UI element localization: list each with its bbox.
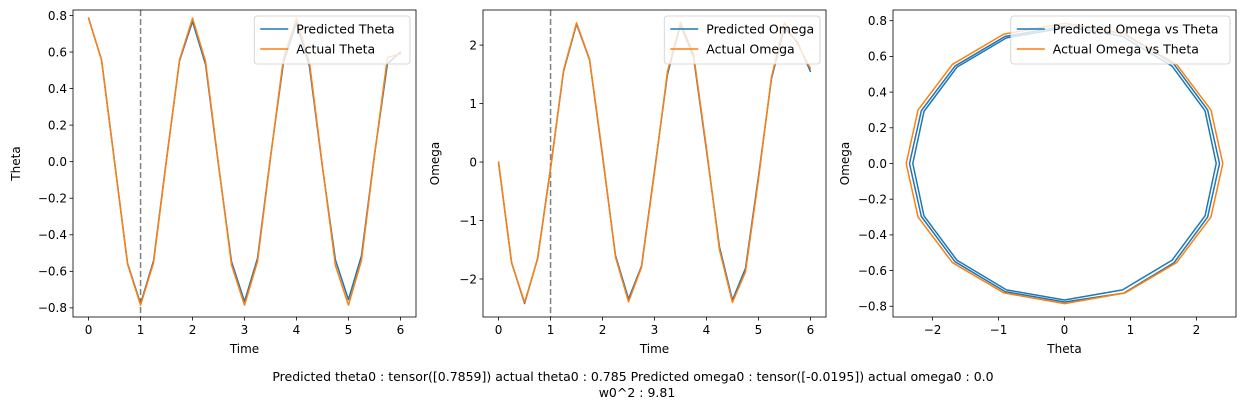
- y-tick-label: −0.6: [858, 264, 887, 278]
- y-tick-label: −1: [459, 214, 477, 228]
- legend-label-0: Predicted Omega: [706, 22, 814, 37]
- x-tick-label: 0: [495, 323, 503, 337]
- y-tick-label: 0.8: [48, 9, 67, 23]
- y-tick-label: 0.8: [868, 14, 887, 28]
- y-axis-label: Theta: [9, 146, 23, 181]
- y-tick-label: −0.4: [38, 228, 67, 242]
- x-axis-label: Theta: [1046, 342, 1081, 356]
- legend-label-0: Predicted Theta: [296, 22, 394, 37]
- x-tick-label: −1: [990, 323, 1008, 337]
- legend-label-1: Actual Omega: [706, 42, 794, 57]
- x-tick-label: 3: [651, 323, 659, 337]
- figure-caption-line-1: Predicted theta0 : tensor([0.7859]) actu…: [272, 369, 993, 384]
- y-tick-label: −0.8: [858, 300, 887, 314]
- legend-label-0: Predicted Omega vs Theta: [1053, 22, 1219, 37]
- series-line-1: [87, 17, 402, 306]
- y-tick-label: 0.0: [868, 157, 887, 171]
- y-tick-label: 2: [469, 38, 477, 52]
- legend-box: [1010, 15, 1231, 65]
- x-tick-label: 6: [397, 323, 405, 337]
- y-tick-label: 0.0: [48, 155, 67, 169]
- y-tick-label: 0.4: [868, 85, 887, 99]
- y-tick-label: −0.6: [38, 265, 67, 279]
- y-tick-label: 1: [469, 97, 477, 111]
- figure-caption-line-2: w0^2 : 9.81: [599, 385, 676, 400]
- y-tick-label: −0.2: [38, 192, 67, 206]
- y-tick-label: −0.4: [858, 228, 887, 242]
- y-axis-label: Omega: [428, 142, 442, 186]
- x-tick-label: 2: [189, 323, 197, 337]
- x-tick-label: −2: [924, 323, 942, 337]
- series-line-0: [497, 23, 812, 305]
- omega-vs-time-chart: 0 1 2 3 4 5 6 −2 −1 0 1 2 Time Omega Predicted Omega Ac…: [428, 9, 827, 356]
- y-tick-label: 0.6: [48, 45, 67, 59]
- x-tick-label: 2: [599, 323, 607, 337]
- y-tick-label: 0.6: [868, 50, 887, 64]
- series-line-1: [497, 21, 812, 304]
- series-line-1: [905, 22, 1224, 305]
- phase-portrait-chart: −2 −1 0 1 2 −0.8 −0.6 −0.4 −0.2 0.0 0.2 0.4 0.6 0.8 Th…: [838, 9, 1237, 356]
- x-tick-label: 4: [293, 323, 301, 337]
- x-axis-label: Time: [229, 342, 259, 356]
- x-tick-label: 1: [1127, 323, 1135, 337]
- y-tick-label: 0.4: [48, 82, 67, 96]
- legend-box: [253, 15, 411, 65]
- legend-label-1: Actual Theta: [296, 42, 375, 57]
- x-tick-label: 0: [1061, 323, 1069, 337]
- x-tick-label: 5: [755, 323, 763, 337]
- legend-box: [663, 15, 821, 65]
- theta-vs-time-chart: 0 1 2 3 4 5 6 −0.8 −0.6 −0.4 −0.2 0.0 0.2 0.4 0.6 0.8 Ti…: [9, 9, 417, 356]
- x-tick-label: 3: [241, 323, 249, 337]
- y-tick-label: 0.2: [868, 121, 887, 135]
- y-tick-label: −0.2: [858, 192, 887, 206]
- x-tick-label: 0: [85, 323, 93, 337]
- x-axis-label: Time: [639, 342, 669, 356]
- x-tick-label: 6: [807, 323, 815, 337]
- y-axis-label: Omega: [838, 142, 852, 186]
- x-tick-label: 1: [137, 323, 145, 337]
- x-tick-label: 1: [547, 323, 555, 337]
- y-tick-label: 0.2: [48, 118, 67, 132]
- y-tick-label: 0: [469, 155, 477, 169]
- x-tick-label: 4: [703, 323, 711, 337]
- y-tick-label: −2: [459, 272, 477, 286]
- legend-label-1: Actual Omega vs Theta: [1053, 42, 1199, 57]
- series-line-0: [908, 22, 1221, 303]
- x-tick-label: 5: [345, 323, 353, 337]
- y-tick-label: −0.8: [38, 301, 67, 315]
- x-tick-label: 2: [1193, 323, 1201, 337]
